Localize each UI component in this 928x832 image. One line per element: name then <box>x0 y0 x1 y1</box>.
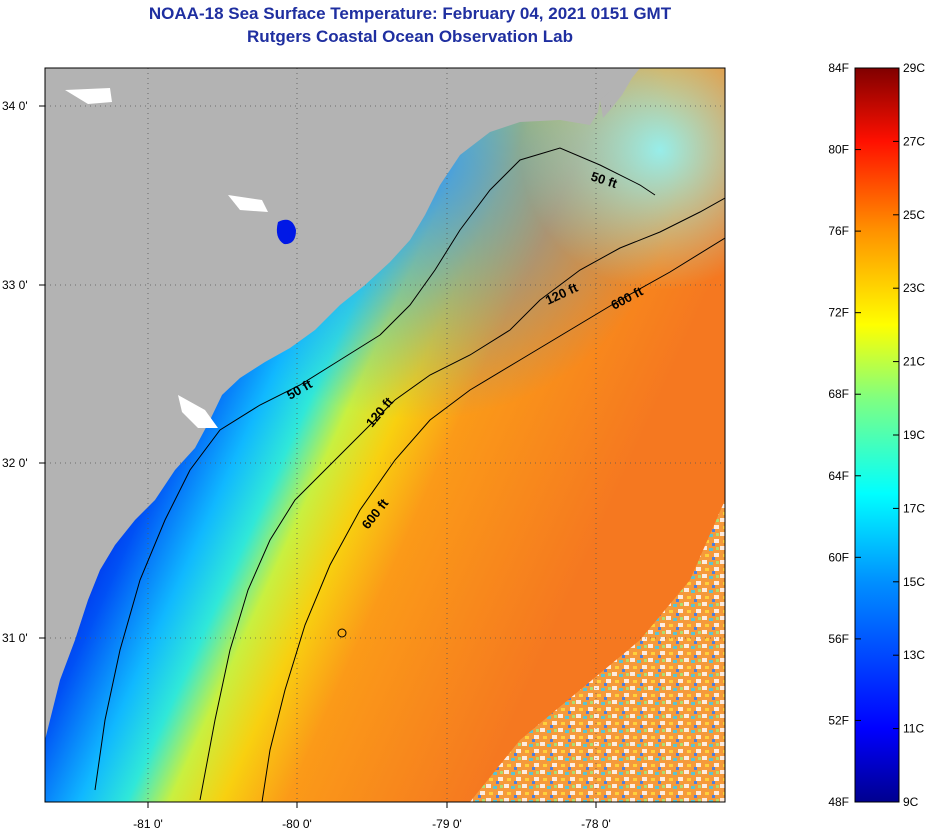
colorbar-label-c: 15C <box>903 575 925 589</box>
contour-120ft <box>199 197 725 801</box>
colorbar-label-f: 52F <box>828 713 849 727</box>
colorbar-label-c: 17C <box>903 501 925 515</box>
contour-600ft <box>261 237 725 802</box>
cloud-noise-area <box>470 500 725 802</box>
colorbar-label-f: 72F <box>828 306 849 320</box>
colorbar-label-c: 23C <box>903 281 925 295</box>
colorbar-label-f: 48F <box>828 795 849 809</box>
colorbar-label-c: 29C <box>903 61 925 75</box>
colorbar-ticks <box>855 67 899 803</box>
white-patch-2 <box>228 195 268 212</box>
land-mass <box>45 68 630 740</box>
lat-label-31: 31 0' <box>2 631 28 645</box>
map-area: 50 ft 120 ft 600 ft 50 ft 120 ft 600 ft <box>45 68 725 802</box>
colorbar-celsius-labels: 29C 27C 25C 23C 21C 19C 17C 15C 13C 11C 9C <box>903 61 925 809</box>
colorbar-label-f: 68F <box>828 387 849 401</box>
colorbar-label-f: 84F <box>828 61 849 75</box>
colorbar-label-c: 9C <box>903 795 919 809</box>
colorbar-label-c: 11C <box>903 722 924 736</box>
white-patch <box>65 88 112 104</box>
colorbar-label-f: 56F <box>828 632 849 646</box>
map-subtitle: Rutgers Coastal Ocean Observation Lab <box>247 27 573 46</box>
map-frame <box>44 67 726 803</box>
colorbar: 84F 80F 76F 72F 68F 64F 60F 56F 52F 48F 29C 27C 25C… <box>828 61 925 809</box>
colorbar-label-c: 21C <box>903 355 925 369</box>
colorbar-label-c: 25C <box>903 208 925 222</box>
depth-contours <box>94 147 725 802</box>
lat-label-34: 34 0' <box>2 99 28 113</box>
contour-50ft <box>94 147 656 791</box>
map-title: NOAA-18 Sea Surface Temperature: Februar… <box>148 4 672 23</box>
contour-ring <box>337 628 347 638</box>
colorbar-gradient <box>854 67 900 803</box>
colorbar-label-c: 19C <box>903 428 925 442</box>
lon-label-81: -81 0' <box>133 817 163 831</box>
colorbar-label-c: 13C <box>903 648 925 662</box>
lon-label-79: -79 0' <box>432 817 462 831</box>
lat-label-33: 33 0' <box>2 278 28 292</box>
colorbar-label-f: 80F <box>828 143 849 157</box>
lake <box>276 219 296 245</box>
colorbar-fahrenheit-labels: 84F 80F 76F 72F 68F 64F 60F 56F 52F 48F <box>828 61 849 809</box>
colorbar-label-c: 27C <box>903 134 925 148</box>
lon-label-78: -78 0' <box>581 817 611 831</box>
colorbar-label-f: 76F <box>828 224 849 238</box>
axis-ticks <box>39 105 597 808</box>
lon-label-80: -80 0' <box>282 817 312 831</box>
colorbar-label-f: 64F <box>828 469 849 483</box>
land-strip <box>600 68 640 118</box>
estuary <box>178 395 218 428</box>
grid <box>45 68 725 802</box>
lat-label-32: 32 0' <box>2 456 28 470</box>
colorbar-label-f: 60F <box>828 550 849 564</box>
